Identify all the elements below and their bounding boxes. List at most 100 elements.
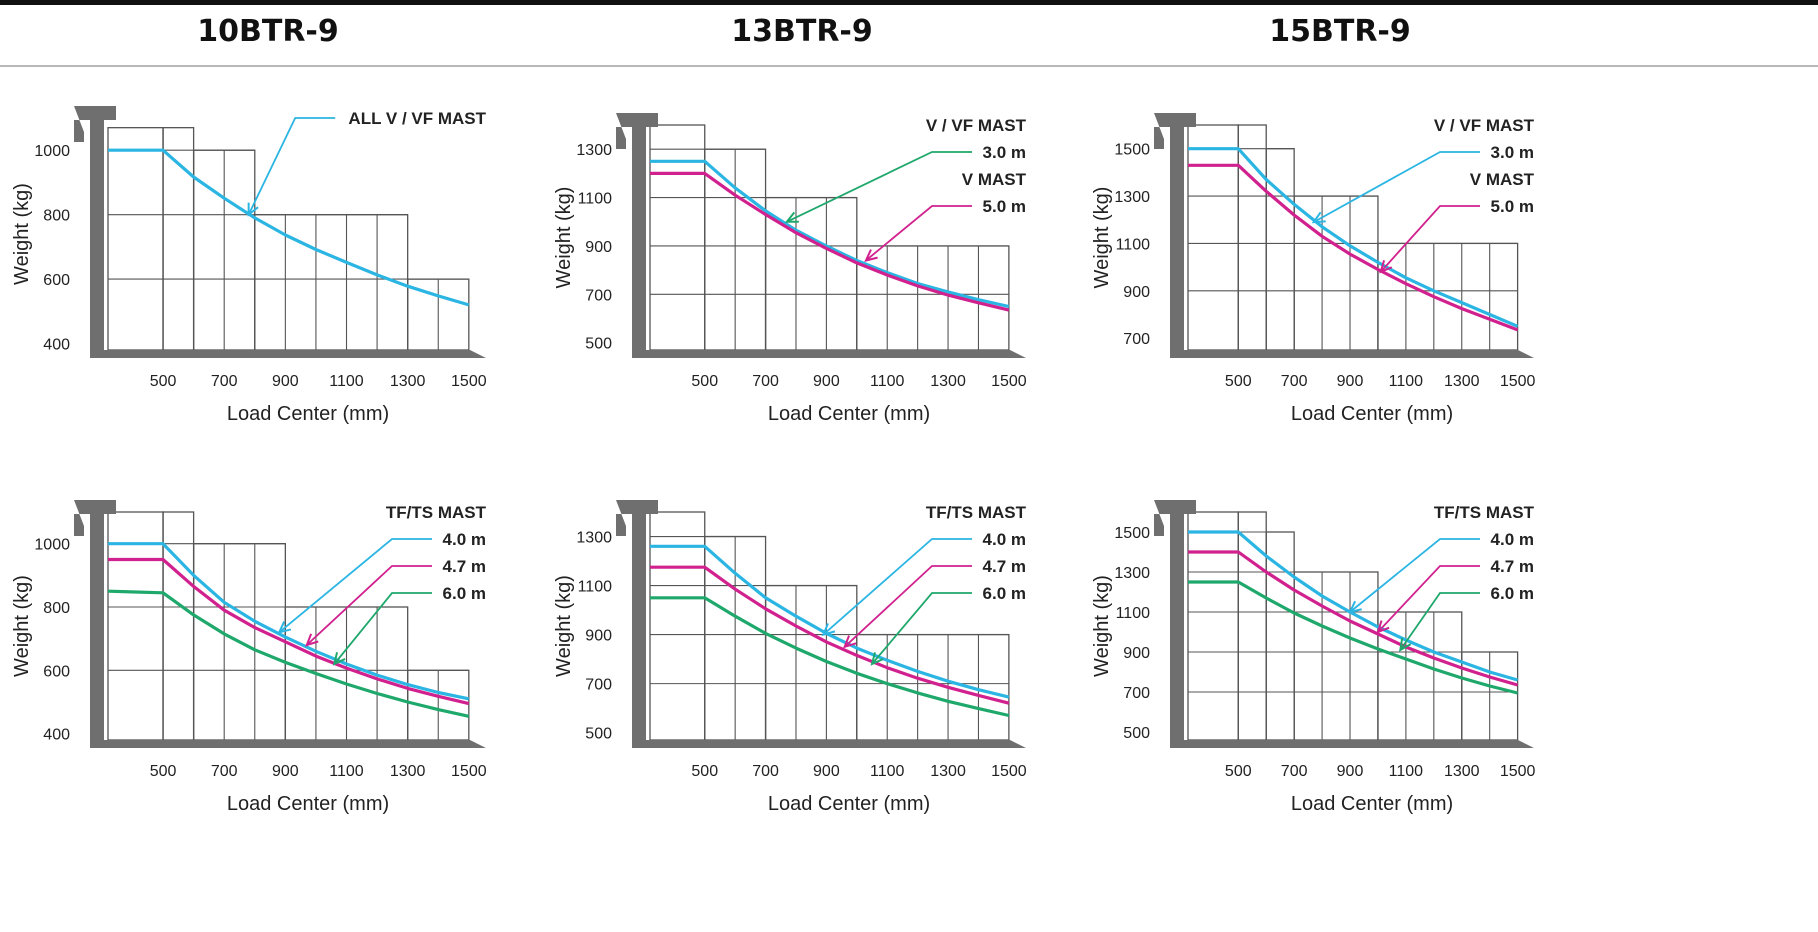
y-tick-label: 1500 [1114, 142, 1150, 159]
callout-leader [247, 117, 336, 216]
y-tick-label: 400 [43, 337, 70, 354]
y-tick-label: 900 [585, 239, 612, 256]
series-line-green [1188, 580, 1518, 695]
y-tick-label: 1100 [1116, 236, 1151, 253]
x-tick-label: 900 [813, 763, 840, 780]
model-header-13btr: 13BTR-9 [731, 14, 873, 49]
y-tick-label: 1100 [578, 579, 613, 596]
y-tick-label: 700 [1123, 331, 1150, 348]
x-tick-label: 900 [272, 763, 299, 780]
callout-leader [786, 151, 972, 223]
series-line-cyan [650, 544, 1010, 699]
chart-panel-4: 400 600 800 1000 500 700 900 1100 1300 1500 Load C… [11, 500, 487, 815]
y-tick-label: 1500 [1114, 525, 1150, 542]
callout-label: 6.0 m [443, 584, 486, 603]
callout-label: V / VF MAST [1434, 116, 1535, 135]
capacity-block [1265, 531, 1295, 741]
callout-arrowhead [1398, 637, 1412, 652]
x-tick-label: 1300 [930, 373, 966, 390]
callout-leader [1377, 565, 1480, 633]
x-tick-label: 700 [1281, 763, 1308, 780]
callout-label: 4.0 m [983, 530, 1026, 549]
capacity-block [1187, 124, 1239, 351]
y-tick-label: 800 [43, 208, 70, 225]
series-line-cyan [1188, 530, 1519, 682]
series-line-cyan [650, 159, 1010, 309]
y-axis-title: Weight (kg) [1091, 187, 1113, 289]
capacity-block [1187, 511, 1239, 741]
x-tick-label: 900 [1337, 373, 1364, 390]
x-tick-label: 700 [752, 373, 779, 390]
callout-arrowhead [332, 652, 346, 666]
x-tick-label: 1100 [1389, 763, 1424, 780]
y-tick-label: 1100 [1116, 605, 1151, 622]
x-axis-title: Load Center (mm) [768, 793, 930, 815]
y-tick-label: 1300 [576, 530, 612, 547]
callout-leader [1349, 538, 1480, 613]
chart-panel-6: 500 700 900 1100 1300 1500 500 700 900 1100 1300 15… [1091, 500, 1536, 815]
x-tick-label: 700 [752, 763, 779, 780]
fork-base [90, 350, 486, 358]
fork-base [90, 740, 486, 748]
capacity-block [1293, 195, 1379, 351]
x-tick-label: 1500 [991, 373, 1027, 390]
x-tick-label: 1500 [1500, 763, 1536, 780]
callout-arrowhead [305, 633, 319, 647]
x-tick-label: 1300 [390, 763, 426, 780]
capacity-block [1237, 124, 1267, 351]
callout-label: 4.7 m [443, 557, 486, 576]
capacity-block [1265, 148, 1295, 351]
x-tick-label: 700 [1281, 373, 1308, 390]
y-tick-label: 500 [1123, 725, 1150, 742]
series-line-green [650, 596, 1010, 718]
capacity-block [856, 245, 1010, 351]
y-tick-label: 600 [43, 272, 70, 289]
x-tick-label: 1100 [329, 373, 364, 390]
mast-frame [1154, 113, 1196, 350]
y-tick-label: 1000 [34, 537, 70, 554]
capacity-block [1237, 511, 1267, 741]
chart-panel-5: 500 700 900 1100 1300 500 700 900 1100 1300 1500 Lo… [553, 500, 1027, 815]
callout-label: 4.0 m [1491, 530, 1534, 549]
callout-label: 4.7 m [983, 557, 1026, 576]
x-tick-label: 900 [813, 373, 840, 390]
callout-arrowhead [1311, 211, 1326, 224]
callout-arrowhead [277, 621, 292, 634]
capacity-block [764, 584, 858, 741]
callout-leader [333, 592, 432, 665]
y-axis-title: Weight (kg) [1091, 575, 1113, 677]
y-tick-label: 900 [1123, 284, 1150, 301]
x-tick-label: 500 [691, 373, 718, 390]
y-tick-label: 900 [1123, 645, 1150, 662]
x-axis-title: Load Center (mm) [768, 403, 930, 425]
callout-arrowhead [821, 623, 836, 637]
callout-label: TF/TS MAST [926, 503, 1027, 522]
callout-leader [865, 205, 972, 262]
callout-arrowhead [1379, 260, 1393, 274]
callout-leader [822, 538, 972, 636]
header-separator [0, 65, 1818, 67]
mast-frame [616, 113, 658, 350]
x-tick-label: 1300 [1444, 763, 1480, 780]
chart-panel-3: 700 900 1100 1300 1500 500 700 900 1100 1300 1500 L… [1091, 113, 1536, 425]
callout-arrowhead [784, 211, 799, 223]
x-tick-label: 700 [211, 763, 238, 780]
y-axis-title: Weight (kg) [11, 575, 33, 677]
series-line-magenta [650, 565, 1010, 705]
y-tick-label: 700 [1123, 685, 1150, 702]
callout-label: 5.0 m [1491, 197, 1534, 216]
callout-label: 6.0 m [1491, 584, 1534, 603]
model-header-10btr: 10BTR-9 [197, 14, 339, 49]
y-tick-label: 1100 [578, 191, 613, 208]
callout-label: 3.0 m [1491, 143, 1534, 162]
mast-frame [74, 500, 116, 740]
mast-frame [74, 106, 116, 350]
y-tick-label: 500 [585, 726, 612, 743]
series-line-cyan [1188, 147, 1519, 328]
x-tick-label: 500 [1225, 373, 1252, 390]
x-tick-label: 1100 [329, 763, 364, 780]
x-tick-label: 1100 [1389, 373, 1424, 390]
callout-label: V MAST [1470, 170, 1535, 189]
x-tick-label: 500 [1225, 763, 1252, 780]
